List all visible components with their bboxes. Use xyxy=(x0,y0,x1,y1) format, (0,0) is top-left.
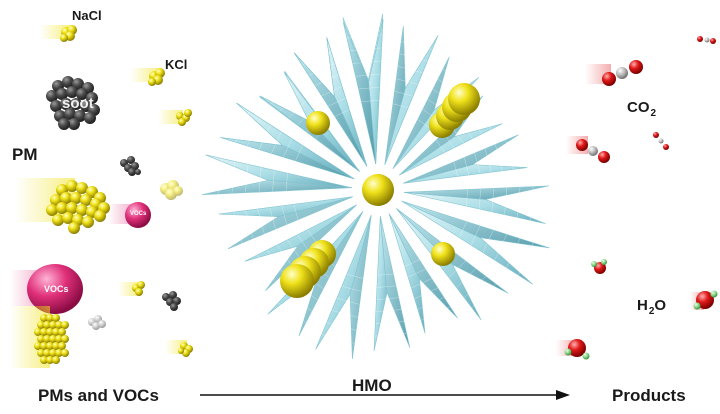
trapped-sphere-bottom-right xyxy=(431,242,455,266)
h2o-subscript: 2 xyxy=(648,306,655,317)
pm-yellow-aggregate xyxy=(15,178,110,234)
small-yellow-cluster-top xyxy=(158,109,192,126)
kcl-label: KCl xyxy=(165,57,188,72)
co2-molecule-1 xyxy=(585,60,643,86)
small-yellow-cluster-bottom xyxy=(165,340,193,357)
pm-label: PM xyxy=(12,145,38,164)
input-label: PMs and VOCs xyxy=(38,386,159,405)
water-molecule-3 xyxy=(556,339,590,360)
crystal-prism xyxy=(384,25,439,166)
large-voc-particle xyxy=(10,264,83,314)
crystal-prism xyxy=(220,102,355,180)
trapped-sphere-center xyxy=(362,174,394,206)
soot-label: soot xyxy=(62,95,94,112)
small-voc-particle xyxy=(108,202,151,228)
small-soot-cluster xyxy=(120,156,141,176)
h2o-h-text: H xyxy=(637,297,648,314)
process-arrow xyxy=(200,390,570,400)
trapped-sphere-stack-bottom-left xyxy=(280,240,336,298)
output-label: Products xyxy=(612,386,686,405)
crystal-prism xyxy=(403,185,550,225)
bottom-yellow-aggregate xyxy=(10,306,69,368)
crystal-prism xyxy=(401,200,550,285)
crystal-prism xyxy=(218,196,354,250)
process-arrow-head xyxy=(556,390,570,400)
crystal-prism xyxy=(402,134,528,184)
crystal-prism xyxy=(388,213,458,334)
pollutants-input xyxy=(10,25,193,368)
nacl-particle xyxy=(40,25,77,42)
h2o-o-text: O xyxy=(654,297,667,314)
kcl-particle xyxy=(130,68,165,86)
co2-molecule-3 xyxy=(653,132,669,150)
water-molecule-1 xyxy=(591,259,607,274)
trapped-sphere-top-left xyxy=(306,111,330,135)
crystal-prism xyxy=(342,18,384,165)
voc-small-label: VOCs xyxy=(130,211,147,217)
catalyst-label: HMO xyxy=(352,376,392,395)
crystal-prism xyxy=(315,214,372,360)
small-soot-cluster-bottom xyxy=(162,291,181,311)
co2-text: CO xyxy=(627,99,650,116)
crystal-prism xyxy=(373,215,411,352)
voc-large-label: VOCs xyxy=(44,284,69,294)
water-molecule-2 xyxy=(690,290,718,310)
grey-cluster xyxy=(88,315,106,330)
co2-subscript: 2 xyxy=(650,108,657,119)
trapped-sphere-stack-top-right xyxy=(429,83,480,138)
crystal-prism xyxy=(201,154,353,195)
pale-yellow-cluster xyxy=(160,180,183,200)
co2-label: CO2 xyxy=(627,99,657,119)
products-output xyxy=(556,36,718,360)
small-yellow-cluster-mid xyxy=(118,281,145,296)
co2-molecule-top-right xyxy=(697,36,716,44)
h2o-label: H2O xyxy=(637,297,667,317)
nacl-label: NaCl xyxy=(72,8,102,23)
trapped-particles xyxy=(280,83,480,298)
crystal-prism xyxy=(293,37,368,167)
co2-molecule-2 xyxy=(566,136,610,163)
soot-particle xyxy=(46,76,100,130)
